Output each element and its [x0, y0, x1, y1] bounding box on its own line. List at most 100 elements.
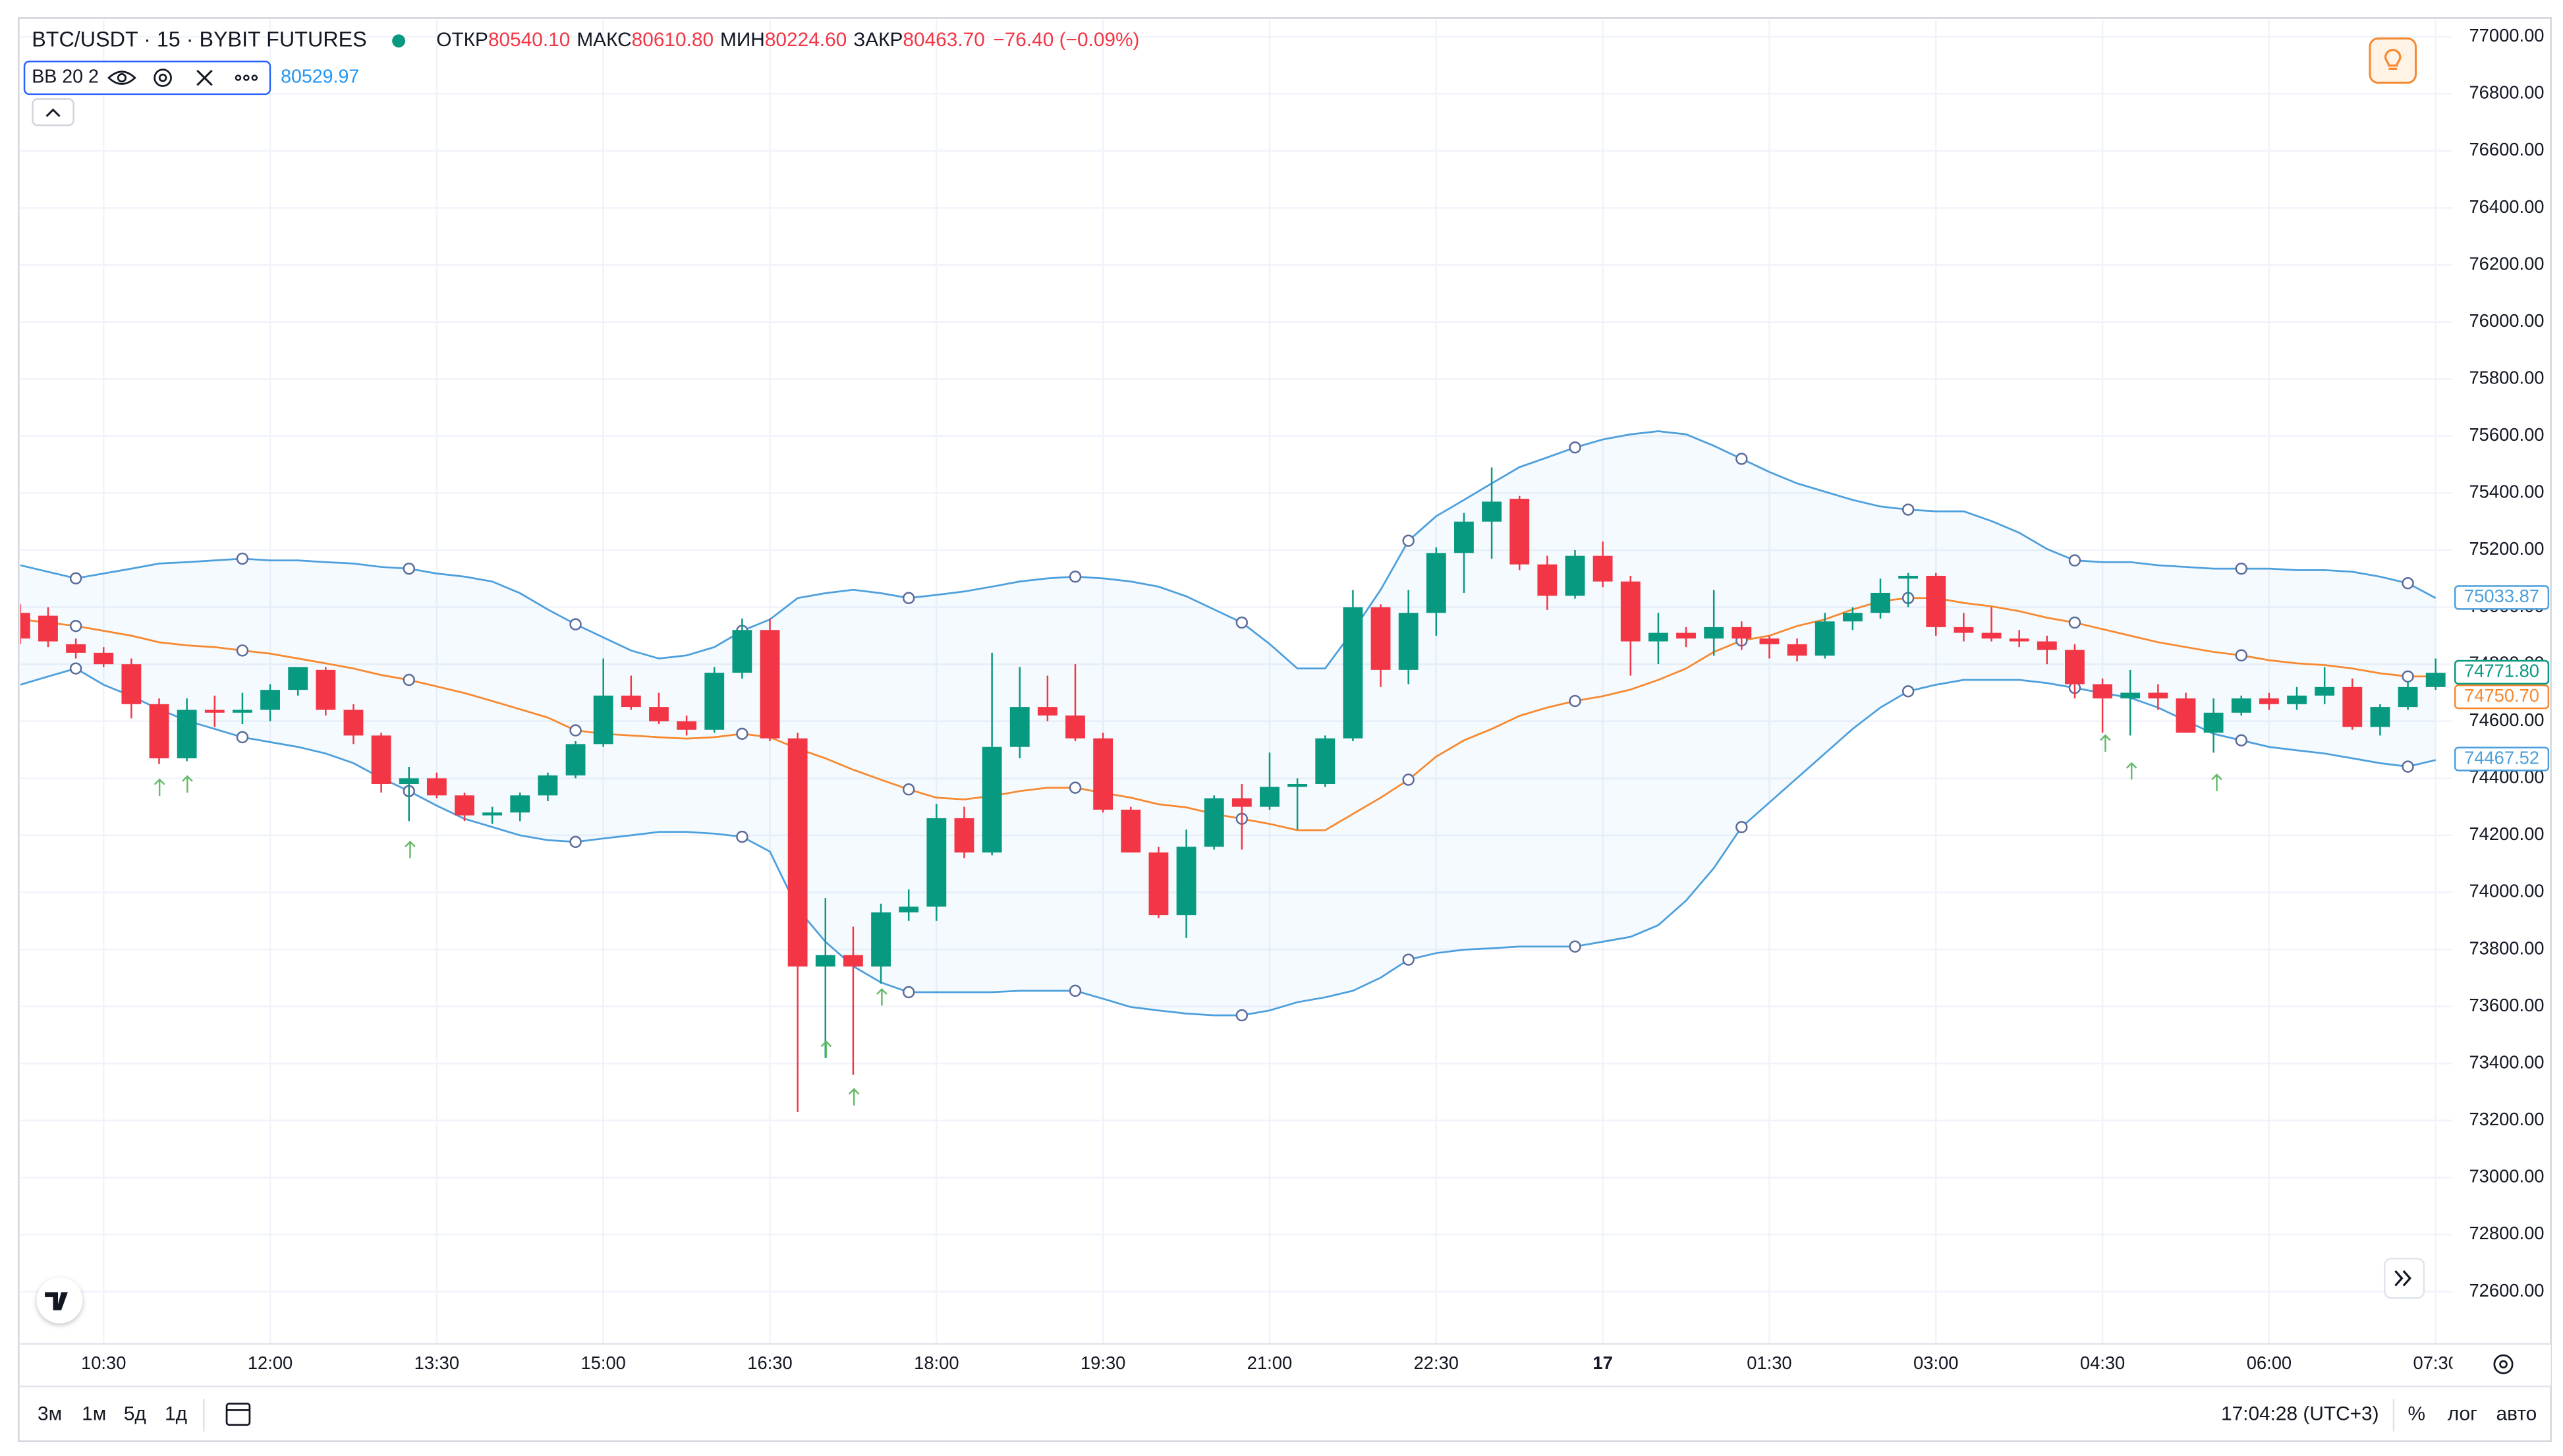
y-tick-label: 73600.00 — [2469, 995, 2544, 1015]
band-marker — [236, 644, 249, 657]
band-marker — [736, 727, 748, 741]
band-marker — [1069, 984, 1082, 997]
band-marker — [2402, 577, 2414, 590]
candle-body — [2093, 684, 2112, 699]
x-tick-label: 16:30 — [747, 1353, 792, 1373]
candle-body — [982, 746, 1002, 853]
candle-body — [677, 721, 697, 730]
candle-body — [455, 795, 474, 816]
change-value: −76.40 (−0.09%) — [993, 29, 1139, 51]
band-fill — [20, 431, 2436, 1016]
logo-icon — [45, 1292, 68, 1310]
price-tag-label: 74467.52 — [2464, 747, 2539, 768]
candle-body — [1398, 613, 1419, 670]
band-marker — [736, 830, 748, 843]
axis-settings-icon[interactable] — [2493, 1354, 2514, 1374]
candle-body — [1787, 644, 1807, 656]
range-button[interactable]: 3м — [38, 1403, 62, 1425]
candle-body — [2231, 698, 2251, 713]
y-tick-label: 73000.00 — [2469, 1166, 2544, 1187]
scroll-icon — [2394, 1270, 2411, 1287]
band-line-upper — [20, 430, 2436, 670]
band-line-basis — [20, 597, 2436, 831]
candle-body — [482, 812, 503, 816]
candle-body — [204, 710, 225, 713]
overlay: BTC/USDT · 15 · BYBIT FUTURES ОТКР80540.… — [23, 28, 2425, 1324]
candle-body — [815, 955, 835, 967]
candle-body — [565, 744, 586, 776]
band-marker — [403, 562, 415, 575]
scale-button[interactable]: лог — [2448, 1403, 2477, 1425]
candle-body — [2009, 638, 2029, 642]
candle-body — [1315, 738, 1336, 784]
high-label: МАКС — [577, 29, 631, 51]
band-marker — [1402, 953, 1415, 966]
band-marker — [1735, 453, 1748, 465]
range-button[interactable]: 5д — [124, 1403, 146, 1425]
eye-icon[interactable] — [107, 70, 136, 85]
candle-body — [1231, 798, 1252, 807]
band-marker — [2235, 649, 2247, 661]
settings-icon[interactable] — [154, 69, 172, 87]
band-marker — [69, 662, 82, 675]
band-marker — [903, 783, 915, 796]
band-marker — [2402, 760, 2414, 773]
x-tick-label: 04:30 — [2080, 1353, 2125, 1373]
low-label: МИН — [720, 29, 765, 51]
scale-button[interactable]: % — [2408, 1403, 2425, 1425]
x-tick-label: 21:00 — [1247, 1353, 1292, 1373]
y-tick-label: 76800.00 — [2469, 82, 2544, 103]
band-marker — [1901, 503, 1915, 516]
price-tag-label: 74771.80 — [2464, 661, 2539, 681]
candle-body — [510, 795, 530, 813]
idea-button[interactable] — [2369, 37, 2417, 84]
price-tag-label: 74750.70 — [2464, 685, 2539, 706]
candle-body — [149, 704, 169, 759]
remove-icon[interactable] — [196, 69, 213, 86]
candle-body — [1704, 627, 1724, 639]
ohlc-legend: ОТКР80540.10 МАКС80610.80 МИН80224.60 ЗАКР8… — [436, 29, 1139, 51]
y-tick-label: 77000.00 — [2469, 25, 2544, 45]
gear-ring — [2493, 1354, 2514, 1374]
band-marker — [1235, 1009, 1249, 1022]
indicator-label: BB 20 2 — [32, 67, 99, 88]
x-tick-label: 22:30 — [1414, 1353, 1459, 1373]
band-marker — [1235, 616, 1249, 629]
candle-body — [1260, 787, 1280, 807]
candle-body — [1926, 575, 1946, 627]
candle-body — [288, 667, 308, 690]
range-button[interactable]: 1м — [82, 1403, 106, 1425]
candle-body — [1093, 738, 1113, 810]
candle-body — [2370, 707, 2390, 727]
candle-body — [260, 690, 280, 710]
candle-body — [954, 818, 974, 853]
candle-body — [38, 615, 58, 642]
candle-body — [871, 912, 891, 967]
scroll-right-button[interactable] — [2384, 1258, 2425, 1299]
candle-body — [926, 818, 947, 907]
indicator-box[interactable] — [23, 60, 271, 96]
candle-body — [2398, 686, 2418, 708]
date-range-icon[interactable] — [225, 1403, 251, 1426]
candle-body — [1176, 847, 1197, 916]
candle-body — [399, 778, 419, 784]
band-marker — [236, 552, 249, 565]
gear-hub — [2499, 1360, 2508, 1369]
y-tick-label: 74600.00 — [2469, 710, 2544, 730]
y-tick-label: 73200.00 — [2469, 1109, 2544, 1129]
idea-icon — [2384, 49, 2402, 70]
y-tick-label: 73400.00 — [2469, 1051, 2544, 1072]
x-tick-label: 12:00 — [248, 1353, 293, 1373]
range-button[interactable]: 1д — [165, 1403, 187, 1425]
band-marker — [1901, 685, 1915, 698]
band-marker — [69, 572, 82, 585]
candle-body — [2037, 641, 2057, 650]
y-tick-label: 75600.00 — [2469, 424, 2544, 445]
candle-body — [593, 695, 613, 744]
candle-body — [1648, 632, 1668, 642]
more-icon[interactable] — [235, 74, 258, 81]
candle-body — [177, 710, 197, 759]
scale-button[interactable]: авто — [2496, 1403, 2537, 1425]
open-label: ОТКР — [436, 29, 488, 51]
collapse-button[interactable] — [32, 98, 74, 126]
